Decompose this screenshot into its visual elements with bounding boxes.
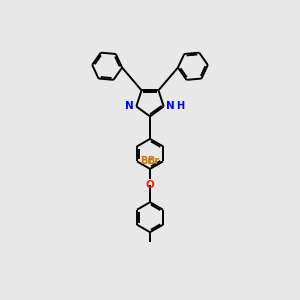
Text: N: N [125,101,134,111]
Text: N: N [166,101,175,111]
Text: H: H [176,101,184,111]
Text: Br: Br [141,156,153,167]
Text: O: O [146,180,154,190]
Text: Br: Br [147,156,159,167]
